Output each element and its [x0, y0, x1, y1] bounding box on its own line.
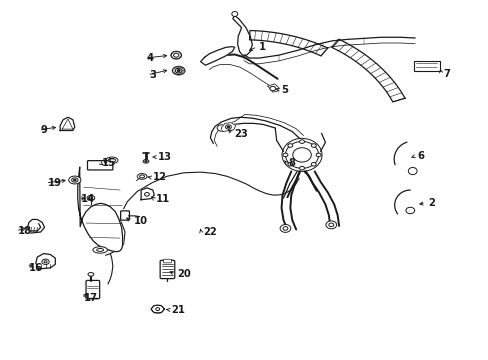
Ellipse shape	[407, 167, 416, 175]
Text: 11: 11	[156, 194, 170, 204]
Text: 2: 2	[427, 198, 434, 208]
Polygon shape	[267, 84, 278, 92]
Text: 8: 8	[288, 158, 295, 168]
Ellipse shape	[287, 144, 292, 147]
Polygon shape	[331, 39, 404, 102]
Polygon shape	[249, 31, 327, 56]
Text: 21: 21	[171, 305, 185, 315]
Ellipse shape	[69, 176, 81, 184]
Ellipse shape	[137, 174, 147, 179]
Polygon shape	[305, 171, 338, 226]
Text: 6: 6	[417, 151, 424, 161]
Text: 18: 18	[18, 226, 32, 236]
Text: 20: 20	[177, 269, 191, 279]
Ellipse shape	[325, 221, 336, 229]
Ellipse shape	[108, 158, 115, 162]
Ellipse shape	[299, 140, 304, 143]
Ellipse shape	[89, 197, 92, 199]
Ellipse shape	[175, 68, 182, 73]
Ellipse shape	[144, 193, 149, 196]
Polygon shape	[221, 123, 235, 132]
Text: 9: 9	[41, 125, 47, 135]
Text: 13: 13	[158, 152, 171, 162]
Ellipse shape	[97, 248, 103, 251]
Ellipse shape	[311, 144, 316, 147]
Ellipse shape	[217, 125, 225, 131]
Ellipse shape	[42, 259, 49, 265]
Polygon shape	[36, 253, 55, 269]
Text: 4: 4	[147, 53, 154, 63]
Ellipse shape	[231, 12, 237, 17]
Ellipse shape	[227, 126, 229, 128]
Ellipse shape	[144, 161, 147, 162]
Polygon shape	[60, 117, 75, 131]
Text: 5: 5	[281, 85, 287, 95]
Text: 15: 15	[102, 158, 116, 168]
Ellipse shape	[311, 162, 316, 166]
Ellipse shape	[93, 247, 107, 253]
FancyBboxPatch shape	[163, 259, 171, 263]
Ellipse shape	[405, 207, 414, 214]
Ellipse shape	[173, 53, 179, 57]
Polygon shape	[200, 46, 234, 65]
FancyBboxPatch shape	[121, 211, 129, 220]
Ellipse shape	[280, 225, 290, 232]
Polygon shape	[209, 54, 277, 87]
Text: 7: 7	[443, 69, 449, 79]
Ellipse shape	[316, 153, 321, 157]
Ellipse shape	[151, 305, 163, 313]
Ellipse shape	[292, 148, 311, 162]
Ellipse shape	[177, 69, 180, 72]
Polygon shape	[141, 188, 154, 200]
Ellipse shape	[104, 161, 106, 163]
Ellipse shape	[283, 153, 287, 157]
Ellipse shape	[156, 308, 159, 311]
Ellipse shape	[72, 178, 78, 182]
Ellipse shape	[88, 273, 94, 276]
FancyBboxPatch shape	[413, 61, 439, 71]
Ellipse shape	[269, 86, 275, 91]
Text: 23: 23	[234, 129, 248, 139]
Text: 17: 17	[83, 293, 98, 303]
FancyBboxPatch shape	[160, 260, 174, 279]
Ellipse shape	[287, 162, 292, 166]
Text: 10: 10	[133, 216, 147, 226]
Ellipse shape	[73, 179, 76, 181]
Ellipse shape	[285, 141, 318, 168]
Text: 19: 19	[47, 178, 61, 188]
Text: 3: 3	[149, 70, 156, 80]
Ellipse shape	[143, 159, 149, 163]
Ellipse shape	[299, 166, 304, 170]
Ellipse shape	[44, 261, 47, 263]
Ellipse shape	[283, 226, 287, 230]
Polygon shape	[232, 16, 252, 55]
Text: 14: 14	[81, 194, 95, 204]
Ellipse shape	[170, 51, 181, 59]
Ellipse shape	[328, 223, 333, 226]
Ellipse shape	[140, 175, 144, 178]
Ellipse shape	[87, 195, 95, 201]
Ellipse shape	[172, 67, 184, 75]
Polygon shape	[78, 167, 122, 252]
Text: 12: 12	[153, 172, 166, 183]
Ellipse shape	[282, 138, 322, 171]
Ellipse shape	[225, 125, 231, 129]
FancyBboxPatch shape	[87, 161, 113, 170]
Text: 22: 22	[203, 227, 216, 237]
Text: 16: 16	[29, 263, 43, 273]
Ellipse shape	[102, 160, 108, 164]
Text: 1: 1	[259, 42, 265, 51]
Ellipse shape	[105, 157, 118, 163]
Polygon shape	[281, 171, 300, 229]
FancyBboxPatch shape	[86, 280, 100, 299]
Polygon shape	[27, 220, 44, 233]
